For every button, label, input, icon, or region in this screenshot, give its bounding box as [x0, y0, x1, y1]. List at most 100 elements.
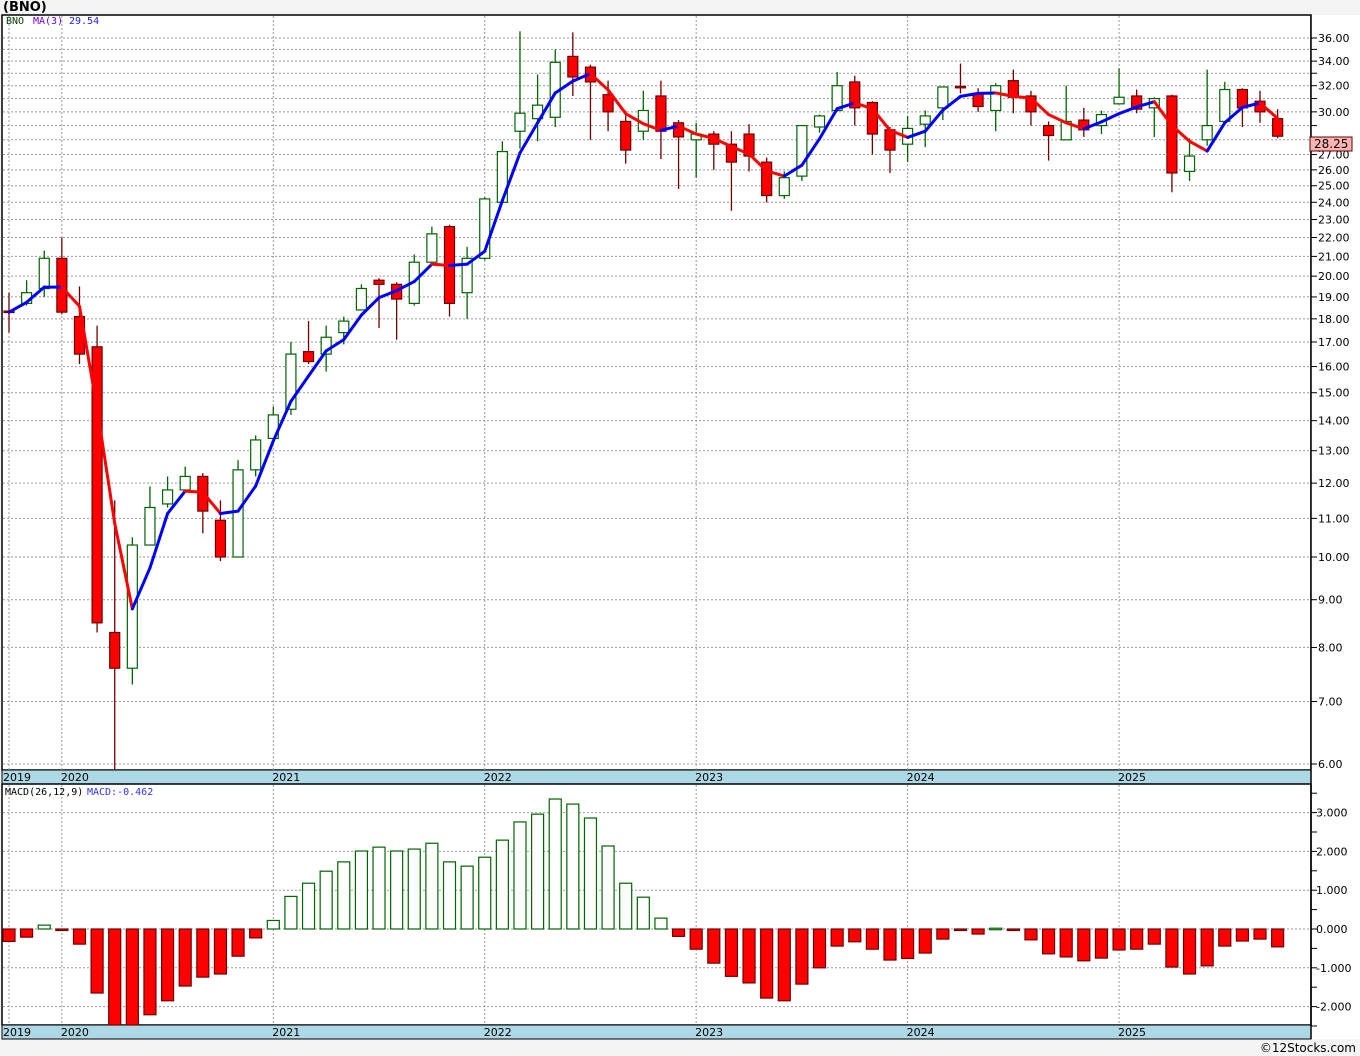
ma-segment: [1099, 112, 1121, 124]
price-tick-label: 6.00: [1318, 758, 1343, 771]
price-tick-label: 14.00: [1318, 415, 1350, 428]
macd-bar-negative: [1218, 928, 1232, 947]
price-tick-label: 10.00: [1318, 551, 1350, 564]
ma-segment: [1152, 100, 1174, 128]
macd-bar-negative: [125, 928, 139, 1026]
macd-legend-label: MACD(26,12,9): [5, 787, 83, 798]
ma-segment: [694, 132, 716, 140]
candle-up: [1201, 124, 1213, 141]
ma-segment: [888, 128, 910, 139]
last-price-label: 28.25: [1314, 137, 1348, 151]
ma-segment: [166, 489, 187, 516]
year-label: 2024: [907, 771, 935, 784]
ma-segment: [553, 79, 575, 95]
ma-segment: [395, 280, 416, 293]
candle-down: [1166, 95, 1178, 174]
ma-segment: [7, 300, 29, 314]
ma-segment: [25, 285, 46, 304]
ma-segment: [483, 199, 504, 253]
price-tick-label: 34.00: [1318, 55, 1350, 68]
ma-segment: [1223, 105, 1244, 125]
year-label: 2025: [1118, 771, 1146, 784]
year-label: 2025: [1118, 1026, 1146, 1039]
ma-segment: [1188, 139, 1209, 153]
ma-segment: [588, 72, 610, 92]
ma-segment: [60, 285, 81, 308]
macd-bar-negative: [953, 928, 968, 932]
ma-segment: [818, 107, 839, 141]
macd-bar-positive: [337, 861, 351, 930]
year-label: 2022: [484, 771, 512, 784]
candle-up: [1219, 88, 1231, 123]
macd-bar-positive: [407, 848, 421, 930]
candle-down: [109, 631, 121, 669]
year-label: 2021: [272, 1026, 300, 1039]
macd-bar-positive: [354, 850, 368, 930]
last-price-box: [1309, 136, 1353, 152]
candle-down: [302, 351, 315, 363]
ma-segment: [201, 490, 222, 516]
candle-up: [778, 177, 790, 197]
macd-bar-negative: [108, 928, 122, 1026]
ma-segment: [130, 566, 152, 611]
macd-bar-negative: [760, 928, 774, 999]
price-tick-label: 20.00: [1318, 270, 1350, 283]
ma-segment: [77, 304, 99, 410]
ma-segment: [1011, 94, 1033, 100]
macd-bar-negative: [707, 928, 721, 964]
ma-segment: [641, 122, 663, 132]
price-tick-label: 36.00: [1318, 32, 1350, 45]
candle-down: [761, 161, 773, 197]
ma-segment: [412, 262, 434, 284]
year-label: 2024: [907, 1026, 935, 1039]
price-tick-label: 7.00: [1318, 696, 1343, 709]
candle-down: [214, 519, 227, 558]
ma-segment: [1082, 120, 1103, 131]
macd-bar-negative: [936, 928, 950, 940]
ma-segment: [1258, 101, 1280, 120]
macd-bar-negative: [231, 928, 245, 957]
macd-bar-positive: [513, 821, 527, 930]
ma-segment: [906, 129, 927, 139]
macd-bar-positive: [654, 917, 668, 930]
price-tick-label: 11.00: [1318, 512, 1350, 525]
ma-segment: [923, 108, 945, 133]
macd-bar-negative: [160, 928, 175, 1002]
ma-segment: [377, 289, 399, 300]
candle-up: [919, 115, 931, 125]
ma-segment: [729, 145, 751, 156]
ma-segment: [113, 521, 134, 611]
macd-bar-negative: [196, 928, 210, 978]
macd-bar-negative: [848, 928, 862, 943]
candle-up: [796, 124, 808, 177]
macd-bar-positive: [601, 845, 615, 930]
macd-legend-value: MACD:-0.462: [87, 787, 153, 798]
legend-ma-value: 29.54: [69, 16, 99, 27]
macd-bar-positive: [284, 895, 298, 930]
candle-up: [514, 112, 526, 132]
price-tick-label: 32.00: [1318, 80, 1350, 93]
macd-bar-positive: [478, 856, 492, 930]
ma-segment: [1205, 121, 1227, 153]
ma-segment: [941, 94, 962, 112]
price-tick-label: 9.00: [1318, 594, 1343, 607]
price-tick-label: 23.00: [1318, 214, 1350, 227]
candle-up: [1113, 96, 1125, 105]
candle-down: [1042, 124, 1055, 137]
candle-down: [56, 257, 68, 313]
candle-up: [144, 506, 156, 546]
ma-segment: [1047, 113, 1068, 125]
ma-segment: [800, 137, 822, 167]
macd-bar-positive: [548, 798, 562, 930]
macd-bar-negative: [1271, 928, 1285, 948]
macd-bar-negative: [90, 928, 104, 994]
year-label: 2023: [695, 771, 723, 784]
ma-segment: [1029, 96, 1051, 117]
ma-segment: [994, 91, 1015, 98]
candle-up: [338, 320, 350, 334]
macd-bar-negative: [1112, 928, 1126, 951]
legend-ma-label: MA(3): [33, 16, 63, 27]
candle-down: [866, 101, 878, 135]
macd-bar-positive: [530, 813, 545, 930]
